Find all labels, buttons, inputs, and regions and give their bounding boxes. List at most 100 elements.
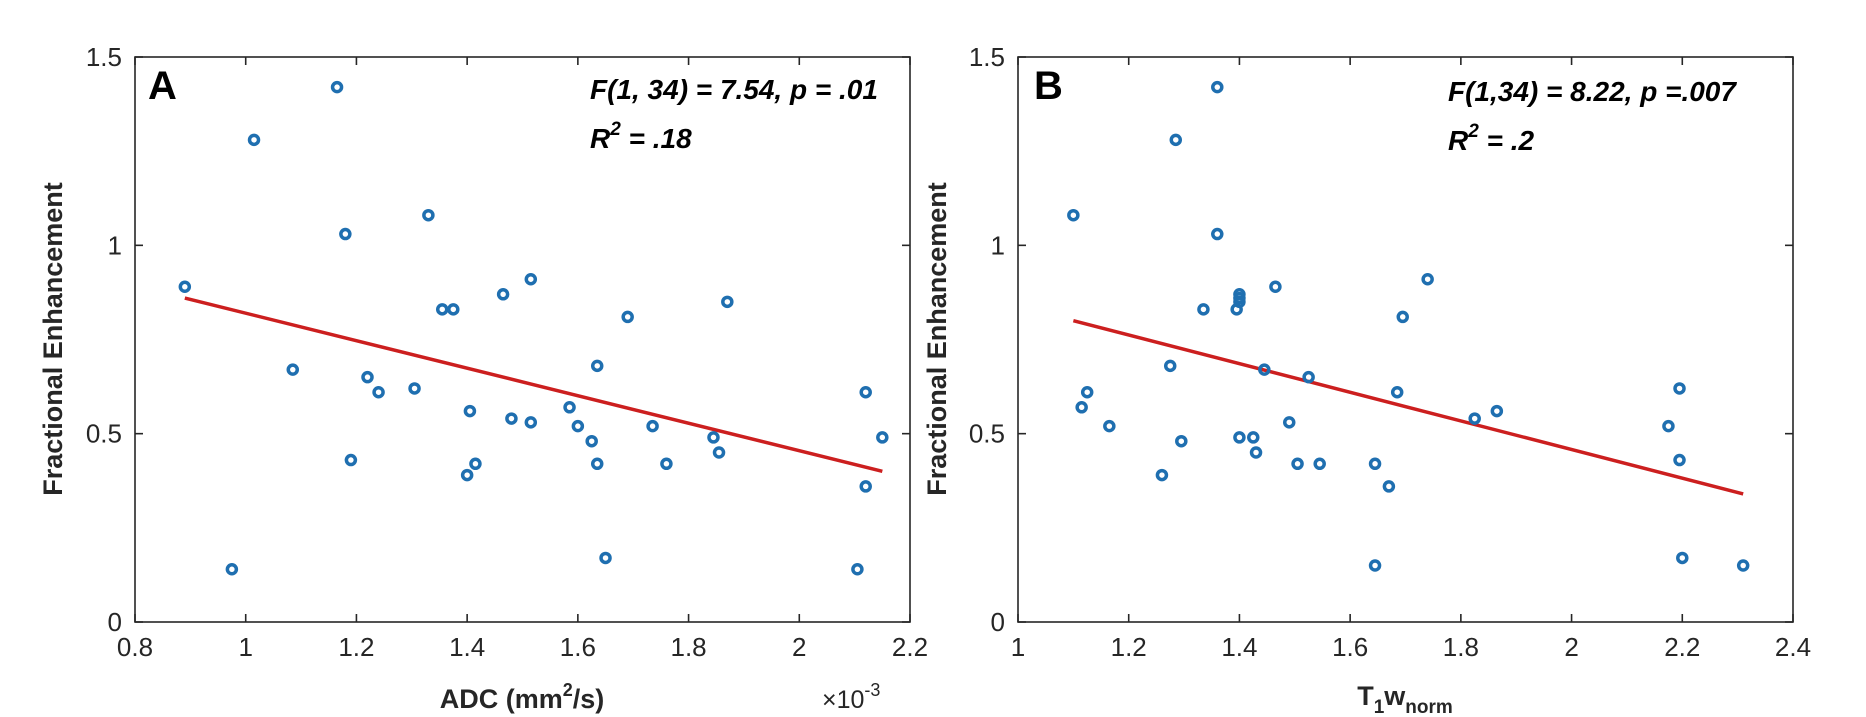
axis-ticks-b: [1017, 56, 1794, 623]
data-point: [1258, 363, 1271, 376]
y-tick-label-a: 0: [108, 607, 122, 637]
x-tick-label-b: 2: [1564, 632, 1578, 662]
data-point: [851, 563, 864, 576]
data-point: [1211, 80, 1224, 94]
data-point: [1233, 431, 1246, 444]
panel-label-a: A: [148, 64, 177, 108]
data-point: [1247, 431, 1260, 444]
y-tick-label-a: 1.5: [86, 42, 122, 72]
data-point: [646, 419, 659, 433]
x-tick-label-a: 1.6: [560, 632, 596, 662]
x-tick-label-b: 1: [1011, 632, 1025, 662]
data-point: [178, 280, 192, 294]
x-tick-label-b: 1.8: [1443, 632, 1479, 662]
data-point: [1396, 310, 1409, 324]
data-point: [1169, 133, 1183, 147]
data-point: [496, 288, 510, 301]
data-point: [1175, 434, 1188, 448]
x-tick-label-a: 1: [238, 632, 252, 662]
data-point: [1673, 382, 1686, 395]
data-point: [1673, 453, 1686, 467]
data-point: [590, 457, 604, 471]
data-point: [1390, 385, 1404, 399]
plot-area-b: [1017, 56, 1794, 623]
x-tick-label-b: 1.2: [1111, 632, 1147, 662]
data-point: [447, 303, 460, 316]
data-point: [590, 359, 604, 373]
x-tick-label-b: 1.4: [1221, 632, 1257, 662]
data-point: [1075, 401, 1088, 414]
regression-line: [1072, 318, 1744, 496]
data-point: [660, 457, 673, 471]
y-tick-label-b: 0.5: [969, 419, 1005, 449]
y-tick-label-b: 1: [991, 230, 1005, 260]
x-axis-label-a: ADC (mm2/s): [440, 680, 605, 714]
data-point: [1368, 457, 1382, 471]
regression-line: [184, 296, 883, 474]
data-point: [585, 434, 598, 448]
y-axis-label-b: Fractional Enhancement: [922, 182, 952, 496]
data-point: [599, 551, 612, 565]
data-point: [1291, 457, 1304, 471]
data-point: [1468, 412, 1481, 425]
x-tick-label-a: 2.2: [892, 632, 928, 662]
regression-line-b: [1072, 318, 1744, 496]
data-point: [524, 416, 538, 429]
x-tick-label-b: 1.6: [1332, 632, 1368, 662]
data-point: [225, 563, 239, 576]
x-tick-label-a: 2: [792, 632, 806, 662]
data-point: [1302, 370, 1315, 384]
data-point: [712, 446, 726, 459]
data-points-a: [178, 80, 889, 576]
tick-labels-b: 1 1.2 1.4 1.6 1.8 2 2.2 2.4 0 0.5 1 1.5: [969, 42, 1811, 662]
data-point: [361, 370, 374, 384]
panel-b: 1 1.2 1.4 1.6 1.8 2 2.2 2.4 0 0.5 1 1.5 B F(1,34) =…: [922, 42, 1811, 717]
data-point: [563, 401, 576, 414]
tick-labels-a: 0.8 1 1.2 1.4 1.6 1.8 2 2.2 0 0.5 1 1.5: [86, 42, 928, 662]
data-point: [1103, 419, 1116, 433]
regression-line-a: [184, 296, 883, 474]
x-tick-label-b: 2.4: [1775, 632, 1811, 662]
y-tick-label-a: 0.5: [86, 419, 122, 449]
data-point: [524, 272, 538, 286]
x-tick-label-b: 2.2: [1664, 632, 1700, 662]
y-tick-label-b: 0: [991, 607, 1005, 637]
data-point: [505, 412, 518, 425]
data-point: [1421, 272, 1434, 286]
data-point: [247, 133, 261, 147]
x-tick-label-a: 1.4: [449, 632, 485, 662]
x-tick-label-a: 1.2: [338, 632, 374, 662]
y-axis-label-a: Fractional Enhancement: [38, 182, 68, 496]
data-point: [1269, 280, 1282, 294]
data-point: [344, 453, 358, 467]
data-point: [859, 480, 872, 493]
data-point: [1736, 559, 1750, 572]
data-point: [1163, 359, 1177, 373]
panel-label-b: B: [1034, 64, 1063, 108]
data-point: [1080, 385, 1094, 399]
data-point: [1067, 208, 1080, 222]
data-point: [460, 468, 474, 482]
plot-area-a: [134, 56, 911, 623]
data-point: [469, 457, 482, 471]
stat-f-a: F(1, 34) = 7.54, p = .01: [590, 74, 878, 105]
data-point: [859, 385, 872, 399]
panel-a: 0.8 1 1.2 1.4 1.6 1.8 2 2.2 0 0.5 1 1.5 A F(1, 34) …: [38, 42, 928, 714]
data-point: [372, 385, 385, 399]
data-point: [1490, 404, 1504, 418]
stat-r2-a: R2 = .18: [590, 119, 692, 154]
data-point: [463, 404, 477, 418]
y-tick-label-b: 1.5: [969, 42, 1005, 72]
data-point: [1155, 468, 1169, 482]
data-point: [339, 227, 352, 241]
data-point: [1313, 457, 1326, 471]
x-axis-multiplier-a: ×10-3: [822, 680, 880, 714]
data-point: [1368, 559, 1382, 572]
data-point: [571, 419, 585, 433]
data-point: [1662, 419, 1675, 433]
data-point: [1249, 446, 1263, 459]
stat-f-b: F(1,34) = 8.22, p =.007: [1448, 76, 1737, 107]
data-point: [1233, 291, 1246, 305]
x-tick-label-a: 0.8: [117, 632, 153, 662]
